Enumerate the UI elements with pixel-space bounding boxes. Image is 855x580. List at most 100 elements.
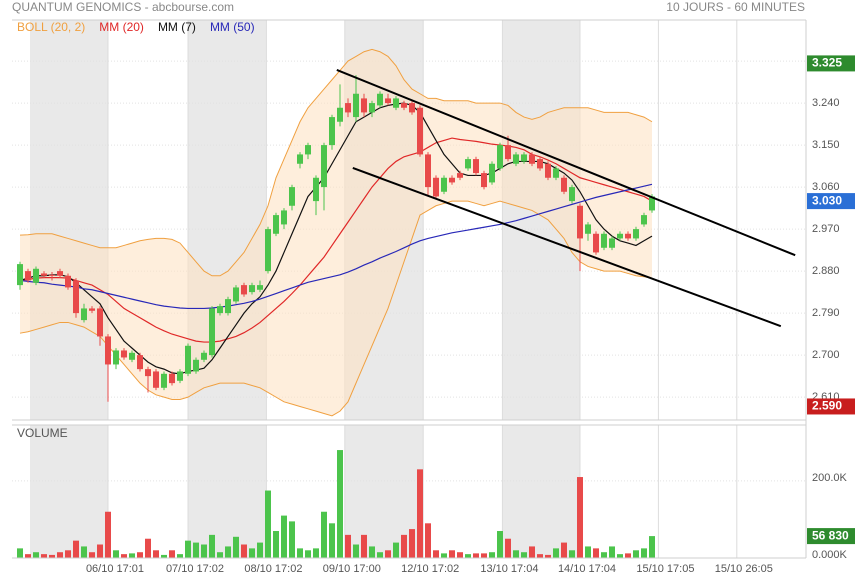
candle-body xyxy=(49,274,55,276)
volume-bar xyxy=(137,552,143,558)
y-tick-label: 2.880 xyxy=(812,265,840,277)
volume-bar xyxy=(33,552,39,558)
x-tick-label: 15/10 26:05 xyxy=(715,563,773,575)
volume-bar xyxy=(289,521,295,558)
candle-body xyxy=(57,271,63,276)
value-box-label: 3.030 xyxy=(812,193,842,207)
candle-body xyxy=(161,373,167,388)
trendline xyxy=(352,167,782,328)
volume-bar xyxy=(497,531,503,558)
volume-bar xyxy=(489,552,495,558)
candle-body xyxy=(497,145,503,169)
bollinger xyxy=(19,48,653,417)
candle-body xyxy=(17,264,23,286)
shade xyxy=(30,20,108,420)
candle-body xyxy=(345,103,351,113)
volume-bar xyxy=(353,544,359,558)
candle-body xyxy=(537,159,543,169)
candle-body xyxy=(545,163,551,178)
candle-body xyxy=(473,159,479,174)
bollinger-lower xyxy=(19,200,653,417)
volume-bar xyxy=(529,546,535,558)
value-box-label: 56 830 xyxy=(812,528,849,542)
candle-body xyxy=(465,159,471,169)
volume-bar xyxy=(521,552,527,558)
volume-bar xyxy=(425,523,431,558)
y-tick-label: 0.000K xyxy=(812,549,848,561)
candle-body xyxy=(289,187,295,206)
volume-bar xyxy=(417,469,423,558)
candle-body xyxy=(81,308,87,321)
chart-subtitle: 10 JOURS - 60 MINUTES xyxy=(666,0,805,14)
candle-body xyxy=(137,355,143,370)
chart-title: QUANTUM GENOMICS - abcbourse.com xyxy=(12,0,234,14)
volume-bar xyxy=(217,552,223,558)
volume-bar xyxy=(545,554,551,558)
volume-bar xyxy=(97,544,103,558)
volume-bar xyxy=(185,540,191,558)
volume-bar xyxy=(457,552,463,558)
candle-body xyxy=(449,177,455,183)
candle-body xyxy=(577,205,583,239)
volume-bar xyxy=(577,477,583,558)
candle-body xyxy=(257,285,263,290)
y-tick-label: 2.790 xyxy=(812,307,840,319)
value-box-label: 3.325 xyxy=(812,56,842,70)
volume-bar xyxy=(377,552,383,558)
value-box xyxy=(807,398,855,415)
legend-entry: MM (20) xyxy=(99,20,144,34)
volume-bar xyxy=(209,534,215,558)
candle-body xyxy=(41,273,47,276)
legend-entry: MM (50) xyxy=(210,20,255,34)
candle-body xyxy=(593,233,599,253)
x-tick-label: 15/10 17:05 xyxy=(636,563,694,575)
volume-bar xyxy=(145,538,151,558)
value-box xyxy=(807,55,855,72)
candle-body xyxy=(417,107,423,155)
volume-bar xyxy=(633,550,639,558)
candle-body xyxy=(369,103,375,113)
volume-bar xyxy=(329,523,335,558)
volume-bar xyxy=(257,542,263,558)
volume-bar xyxy=(609,546,615,558)
volume-bar xyxy=(25,554,31,558)
volume-bar xyxy=(233,536,239,558)
candle-body xyxy=(73,280,79,314)
x-tick-label: 12/10 17:02 xyxy=(401,563,459,575)
candle-body xyxy=(193,359,199,372)
candle-body xyxy=(625,233,631,239)
x-tick-label: 08/10 17:02 xyxy=(244,563,302,575)
candle-body xyxy=(393,98,399,108)
volume-bar xyxy=(641,548,647,558)
candle-body xyxy=(33,268,39,283)
volume-title: VOLUME xyxy=(17,426,68,440)
candle-body xyxy=(441,177,447,192)
volume-bar xyxy=(449,550,455,558)
volume-bar xyxy=(129,553,135,558)
moving-average xyxy=(19,137,653,343)
candle-body xyxy=(281,210,287,225)
volume-bar xyxy=(177,554,183,558)
volume-bar xyxy=(49,554,55,558)
volume-bar xyxy=(273,531,279,558)
shade xyxy=(502,425,580,558)
candle-body xyxy=(425,154,431,188)
candle-body xyxy=(329,117,335,146)
volume-bar xyxy=(433,550,439,558)
candle-body xyxy=(361,98,367,113)
y-tick-label: 3.060 xyxy=(812,181,840,193)
volume-bar xyxy=(281,515,287,558)
candle-body xyxy=(505,145,511,160)
x-tick-label: 14/10 17:04 xyxy=(558,563,616,575)
candle-body xyxy=(409,103,415,113)
value-box-label: 2.590 xyxy=(812,399,842,413)
candle-body xyxy=(585,224,591,234)
volume-bar xyxy=(249,548,255,558)
volume-bar xyxy=(361,534,367,558)
volume-bar xyxy=(313,548,319,558)
candle-body xyxy=(129,352,135,360)
volume-bar xyxy=(337,450,343,558)
volume-bar xyxy=(241,544,247,558)
